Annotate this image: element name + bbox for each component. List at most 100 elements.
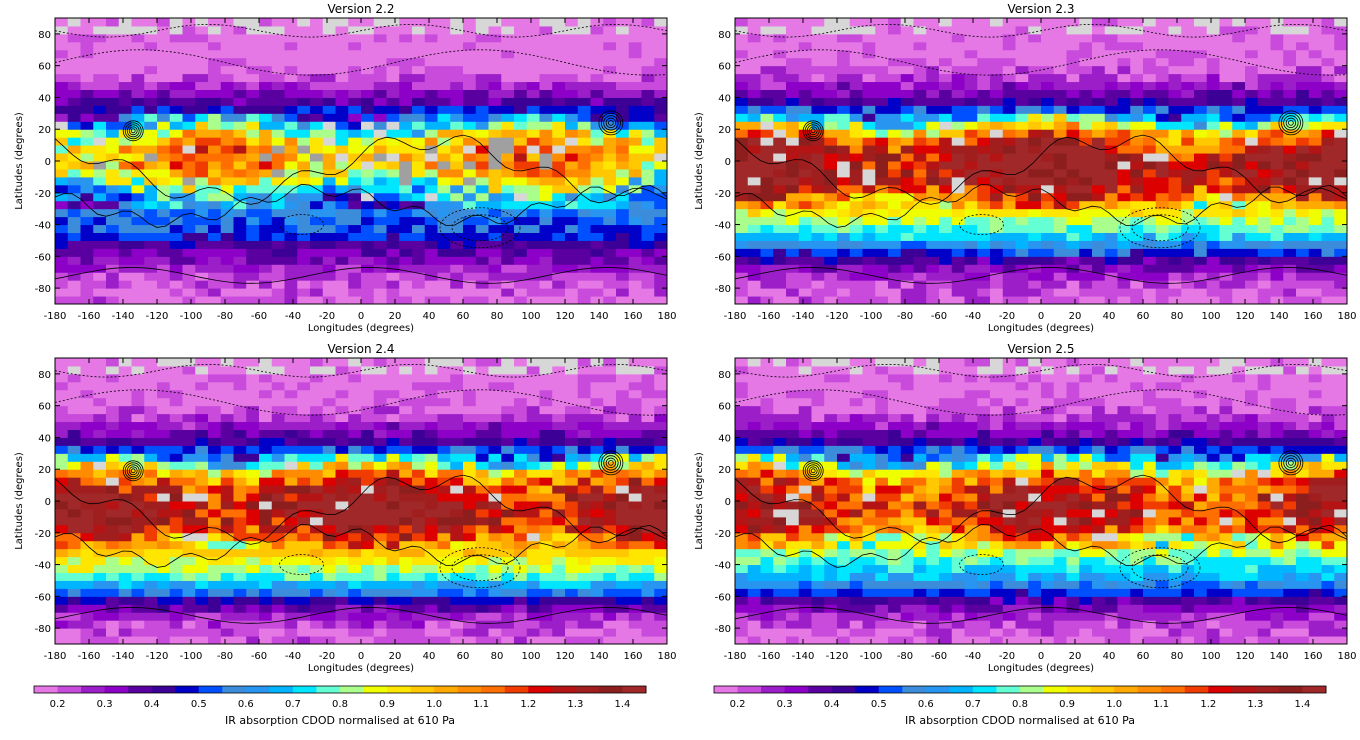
heatmap-cell [438, 225, 451, 233]
heatmap-cell [616, 145, 629, 153]
heatmap-cell [374, 42, 387, 50]
heatmap-cell [221, 233, 234, 241]
heatmap-cell [552, 153, 565, 161]
heatmap-cell [812, 280, 825, 288]
heatmap-cell [1322, 233, 1335, 241]
heatmap-cell [170, 620, 183, 628]
heatmap-cell [106, 42, 119, 50]
heatmap-cell [425, 604, 438, 612]
heatmap-cell [786, 240, 799, 248]
heatmap-cell [450, 485, 463, 493]
heatmap-cell [132, 288, 145, 296]
heatmap-cell [914, 193, 927, 201]
heatmap-cell [323, 517, 336, 525]
heatmap-cell [875, 256, 888, 264]
heatmap-cell [246, 97, 259, 105]
heatmap-cell [195, 288, 208, 296]
heatmap-cell [489, 296, 502, 304]
heatmap-cell [144, 169, 157, 177]
heatmap-cell [1334, 248, 1347, 256]
heatmap-cell [387, 437, 400, 445]
heatmap-cell [926, 256, 939, 264]
heatmap-cell [170, 145, 183, 153]
heatmap-cell [875, 82, 888, 90]
heatmap-cell [1092, 288, 1105, 296]
heatmap-cell [863, 26, 876, 34]
heatmap-cell [888, 90, 901, 98]
heatmap-cell [629, 264, 642, 272]
heatmap-cell [348, 414, 361, 422]
y-tick-label: 40 [718, 93, 731, 104]
heatmap-cell [629, 137, 642, 145]
heatmap-cell [132, 620, 145, 628]
y-tick-label: -20 [715, 189, 731, 200]
heatmap-cell [501, 185, 514, 193]
heatmap-cell [297, 445, 310, 453]
heatmap-cell [310, 113, 323, 121]
heatmap-cell [93, 382, 106, 390]
heatmap-cell [144, 382, 157, 390]
heatmap-cell [93, 374, 106, 382]
heatmap-cell [591, 193, 604, 201]
heatmap-cell [399, 501, 412, 509]
heatmap-cell [144, 628, 157, 636]
heatmap-cell [68, 18, 81, 26]
heatmap-cell [1181, 66, 1194, 74]
heatmap-cell [132, 90, 145, 98]
heatmap-cell [93, 612, 106, 620]
heatmap-cell [1169, 74, 1182, 82]
heatmap-cell [208, 201, 221, 209]
heatmap-cell [914, 34, 927, 42]
heatmap-cell [259, 628, 272, 636]
heatmap-cell [285, 406, 298, 414]
heatmap-cell [272, 588, 285, 596]
heatmap-cell [310, 588, 323, 596]
heatmap-cell [361, 620, 374, 628]
heatmap-cell [132, 105, 145, 113]
heatmap-cell [888, 209, 901, 217]
heatmap-cell [336, 129, 349, 137]
heatmap-cell [773, 153, 786, 161]
heatmap-cell [157, 113, 170, 121]
x-tick-label: 100 [521, 311, 540, 322]
heatmap-cell [323, 588, 336, 596]
heatmap-cell [824, 185, 837, 193]
heatmap-cell [654, 201, 667, 209]
x-tick-label: 60 [457, 311, 470, 322]
heatmap-cell [735, 113, 748, 121]
heatmap-cell [501, 604, 514, 612]
heatmap-cell [361, 541, 374, 549]
heatmap-cell [450, 588, 463, 596]
heatmap-cell [629, 288, 642, 296]
heatmap-cell [642, 240, 655, 248]
heatmap-cell [773, 105, 786, 113]
heatmap-cell [259, 573, 272, 581]
heatmap-cell [527, 256, 540, 264]
heatmap-cell [463, 34, 476, 42]
heatmap-cell [246, 42, 259, 50]
heatmap-cell [1016, 272, 1029, 280]
heatmap-cell [514, 256, 527, 264]
heatmap-cell [773, 82, 786, 90]
heatmap-cell [642, 233, 655, 241]
heatmap-cell [565, 193, 578, 201]
heatmap-cell [1130, 233, 1143, 241]
heatmap-cell [1232, 248, 1245, 256]
y-tick-label: -40 [715, 221, 731, 232]
heatmap-cell [310, 517, 323, 525]
heatmap-cell [361, 225, 374, 233]
heatmap-cell [1092, 121, 1105, 129]
heatmap-cell [1194, 296, 1207, 304]
heatmap-cell [476, 620, 489, 628]
heatmap-cell [748, 209, 761, 217]
heatmap-cell [773, 26, 786, 34]
heatmap-cell [463, 264, 476, 272]
heatmap-cell [476, 169, 489, 177]
heatmap-cell [221, 493, 234, 501]
heatmap-cell [501, 612, 514, 620]
heatmap-cell [221, 604, 234, 612]
heatmap-cell [489, 137, 502, 145]
heatmap-cell [81, 145, 94, 153]
heatmap-cell [735, 18, 748, 26]
heatmap-cell [1296, 153, 1309, 161]
